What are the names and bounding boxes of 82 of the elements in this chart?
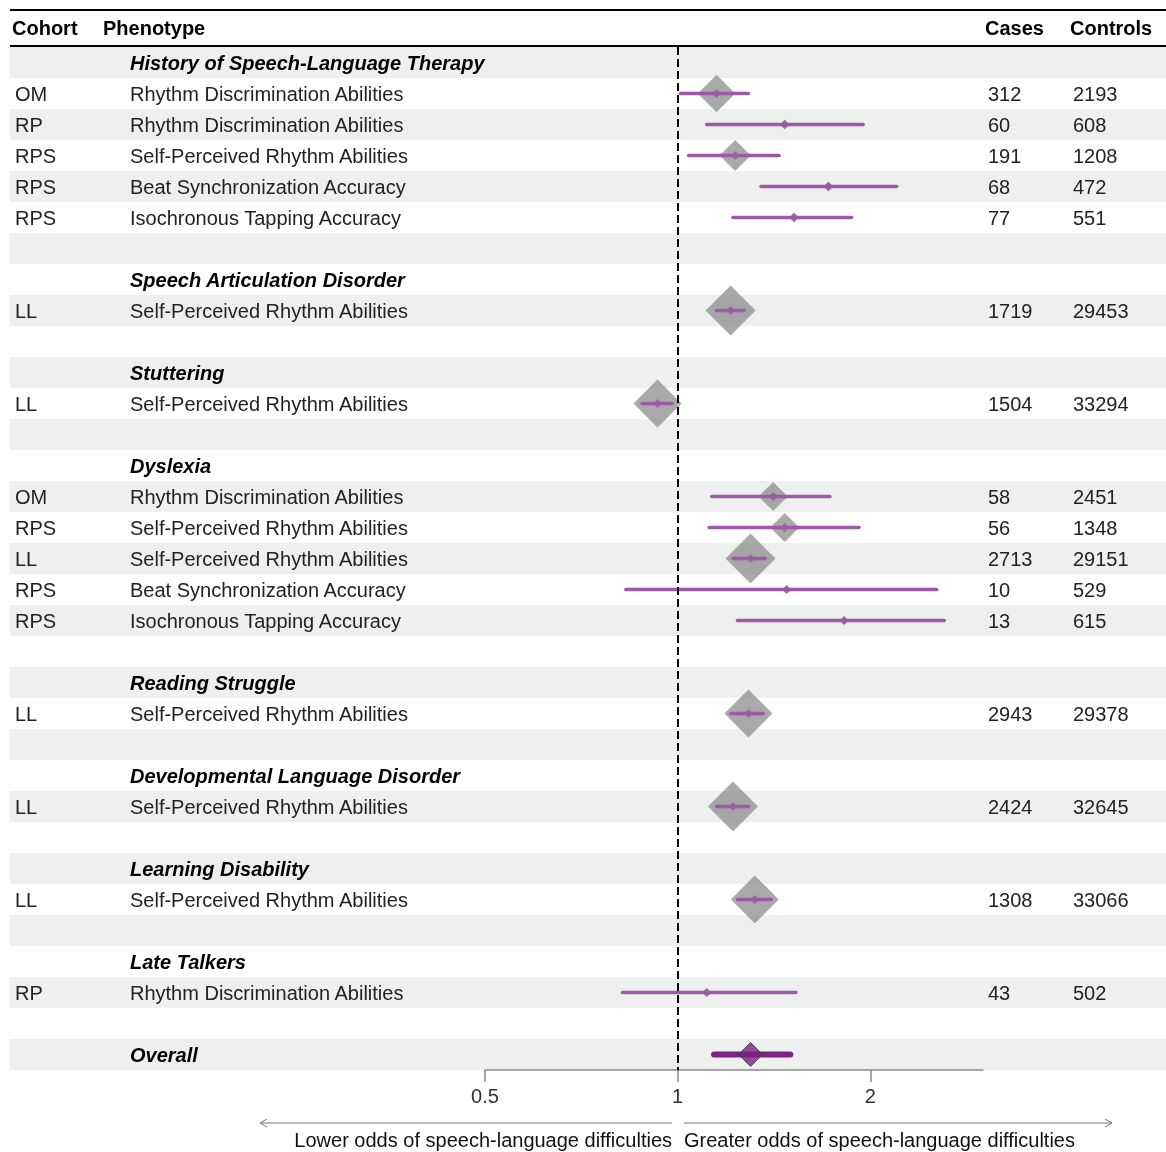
category-label: LL bbox=[15, 702, 38, 725]
y-tick-label: Rhythm Discrimination Abilities bbox=[130, 113, 404, 136]
y-tick-label: Self-Perceived Rhythm Abilities bbox=[130, 392, 408, 415]
x-tick-label: 0.5 bbox=[471, 1085, 499, 1107]
text: 1348 bbox=[1073, 516, 1118, 539]
text: 29378 bbox=[1073, 702, 1129, 725]
text: 2451 bbox=[1073, 485, 1118, 508]
category-label: RP bbox=[15, 981, 43, 1004]
category-label: OM bbox=[15, 82, 48, 105]
text: 529 bbox=[1073, 578, 1107, 601]
text: 60 bbox=[988, 113, 1011, 136]
text: Controls bbox=[1070, 17, 1153, 39]
category-label: RPS bbox=[15, 144, 57, 167]
category-label: RPS bbox=[15, 206, 57, 229]
y-tick-label: Beat Synchronization Accuracy bbox=[130, 175, 406, 198]
y-tick-label: Self-Perceived Rhythm Abilities bbox=[130, 516, 408, 539]
y-tick-label: Late Talkers bbox=[130, 950, 246, 973]
text: Cases bbox=[985, 17, 1044, 39]
text: 2713 bbox=[988, 547, 1033, 570]
category-label: LL bbox=[15, 392, 38, 415]
text: 551 bbox=[1073, 206, 1107, 229]
y-tick-label: Isochronous Tapping Accuracy bbox=[130, 206, 401, 229]
category-label: LL bbox=[15, 795, 38, 818]
x-tick-label: 2 bbox=[864, 1085, 876, 1107]
text: 68 bbox=[988, 175, 1011, 198]
text: Lower odds of speech-language difficulties bbox=[294, 1129, 672, 1151]
category-label: RP bbox=[15, 113, 43, 136]
y-tick-label: Beat Synchronization Accuracy bbox=[130, 578, 406, 601]
text: 2193 bbox=[1073, 82, 1118, 105]
category-label: LL bbox=[15, 547, 38, 570]
text: Greater odds of speech-language difficulties bbox=[684, 1129, 1075, 1151]
category-label: LL bbox=[15, 299, 38, 322]
text: 56 bbox=[988, 516, 1011, 539]
text: 191 bbox=[988, 144, 1022, 167]
text: 58 bbox=[988, 485, 1011, 508]
y-tick-label: Speech Articulation Disorder bbox=[130, 268, 407, 291]
text: 502 bbox=[1073, 981, 1107, 1004]
y-tick-label: Rhythm Discrimination Abilities bbox=[130, 485, 404, 508]
y-tick-label: Self-Perceived Rhythm Abilities bbox=[130, 299, 408, 322]
y-tick-label: Self-Perceived Rhythm Abilities bbox=[130, 144, 408, 167]
text: 32645 bbox=[1073, 795, 1129, 818]
text: Phenotype bbox=[103, 17, 206, 39]
y-tick-label: Self-Perceived Rhythm Abilities bbox=[130, 795, 408, 818]
text: 10 bbox=[988, 578, 1011, 601]
text: 2424 bbox=[988, 795, 1033, 818]
y-tick-label: Dyslexia bbox=[130, 454, 212, 477]
category-label: RPS bbox=[15, 609, 57, 632]
text: 1308 bbox=[988, 888, 1033, 911]
category-label: RPS bbox=[15, 578, 57, 601]
text: 608 bbox=[1073, 113, 1107, 136]
x-tick-label: 1 bbox=[672, 1085, 684, 1107]
category-label: LL bbox=[15, 888, 38, 911]
text: 472 bbox=[1073, 175, 1107, 198]
y-tick-label: History of Speech-Language Therapy bbox=[130, 51, 486, 74]
text: 1504 bbox=[988, 392, 1033, 415]
y-tick-label: Developmental Language Disorder bbox=[130, 764, 462, 787]
text: 43 bbox=[988, 981, 1011, 1004]
y-tick-label: Stuttering bbox=[130, 361, 225, 384]
text: 615 bbox=[1073, 609, 1107, 632]
y-tick-label: Isochronous Tapping Accuracy bbox=[130, 609, 401, 632]
text: 33294 bbox=[1073, 392, 1129, 415]
text: 13 bbox=[988, 609, 1011, 632]
y-tick-label: Self-Perceived Rhythm Abilities bbox=[130, 702, 408, 725]
y-tick-label: Self-Perceived Rhythm Abilities bbox=[130, 547, 408, 570]
text: 29453 bbox=[1073, 299, 1129, 322]
text: 77 bbox=[988, 206, 1011, 229]
y-tick-label: Overall bbox=[130, 1043, 199, 1066]
y-tick-label: Rhythm Discrimination Abilities bbox=[130, 82, 404, 105]
text: 33066 bbox=[1073, 888, 1129, 911]
text: 312 bbox=[988, 82, 1022, 105]
y-tick-label: Learning Disability bbox=[130, 857, 310, 880]
category-label: RPS bbox=[15, 175, 57, 198]
y-tick-label: Reading Struggle bbox=[130, 671, 296, 694]
text: Cohort bbox=[12, 17, 78, 39]
text: 29151 bbox=[1073, 547, 1129, 570]
text: 1208 bbox=[1073, 144, 1118, 167]
category-label: OM bbox=[15, 485, 48, 508]
category-label: RPS bbox=[15, 516, 57, 539]
y-tick-label: Rhythm Discrimination Abilities bbox=[130, 981, 404, 1004]
y-tick-label: Self-Perceived Rhythm Abilities bbox=[130, 888, 408, 911]
text: 1719 bbox=[988, 299, 1033, 322]
text: 2943 bbox=[988, 702, 1033, 725]
